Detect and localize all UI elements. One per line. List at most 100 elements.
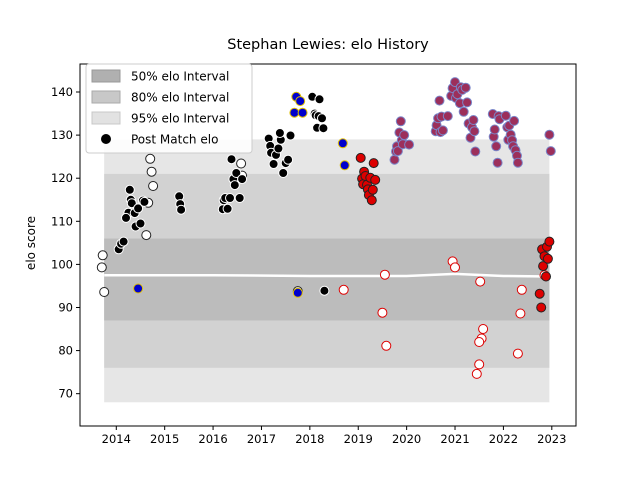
y-axis-label: elo score (24, 216, 38, 270)
data-point (368, 158, 379, 169)
x-tick-label: 2016 (198, 432, 227, 446)
data-point (377, 307, 388, 318)
data-point (295, 96, 306, 107)
data-point (121, 212, 131, 223)
data-point (468, 115, 479, 125)
chart-title: Stephan Lewies: elo History (227, 37, 429, 53)
data-point (99, 287, 110, 297)
data-point (500, 110, 511, 121)
legend-label-50: 50% elo Interval (131, 70, 229, 84)
data-point (148, 181, 159, 191)
data-point (96, 262, 107, 273)
data-point (404, 139, 415, 150)
data-point (268, 159, 279, 169)
data-point (542, 253, 553, 264)
data-point (314, 94, 325, 105)
data-point (516, 284, 527, 295)
data-point (146, 166, 157, 177)
data-point (133, 283, 144, 294)
data-point (544, 129, 555, 140)
y-tick-label: 130 (51, 128, 73, 142)
data-point (437, 125, 448, 136)
data-point (538, 261, 549, 272)
data-point (366, 195, 377, 206)
x-tick-label: 2014 (102, 432, 131, 446)
data-point (292, 287, 303, 298)
legend-swatch-95 (91, 111, 121, 125)
data-point (460, 82, 471, 93)
data-point (381, 340, 392, 351)
data-point (231, 168, 242, 178)
data-point (491, 141, 502, 152)
data-point (274, 128, 285, 138)
x-tick-label: 2021 (440, 432, 469, 446)
y-tick-label: 110 (51, 214, 73, 228)
data-point (237, 174, 248, 185)
data-point (126, 198, 137, 209)
data-point (442, 111, 453, 122)
data-point (133, 203, 144, 214)
x-tick-label: 2022 (489, 432, 518, 446)
data-point (319, 285, 330, 296)
x-tick-label: 2015 (150, 432, 179, 446)
data-point (97, 250, 108, 261)
data-point (536, 302, 547, 313)
data-point (355, 152, 366, 163)
data-point (226, 154, 237, 165)
data-point (297, 107, 308, 118)
x-tick-label: 2023 (537, 432, 566, 446)
data-point (458, 106, 469, 117)
x-tick-label: 2019 (344, 432, 373, 446)
data-point (222, 203, 233, 214)
data-point (338, 284, 349, 295)
median-elo-line (104, 272, 550, 278)
data-point (118, 236, 129, 247)
data-point (273, 143, 284, 154)
data-point (124, 184, 135, 195)
axes: 2014 2015 2016 2017 2018 2019 2020 2021 2022 2023… (51, 63, 577, 446)
data-point (141, 230, 152, 241)
data-point (318, 123, 329, 134)
data-point (225, 193, 235, 203)
legend: 50% elo Interval 80% elo Interval 95% el… (85, 63, 253, 154)
legend-label-95: 95% elo Interval (131, 112, 229, 126)
data-point (492, 157, 503, 168)
data-point (395, 116, 406, 127)
data-point (541, 271, 551, 282)
data-point (278, 168, 289, 178)
data-point (370, 174, 381, 185)
data-point (399, 130, 410, 141)
y-tick-label: 80 (58, 344, 73, 358)
data-point (283, 154, 294, 165)
data-point (509, 115, 520, 126)
data-point (545, 146, 556, 157)
y-tick-label: 140 (51, 85, 73, 99)
plot-area (96, 77, 556, 403)
data-point (515, 308, 526, 319)
data-point (135, 218, 146, 229)
x-tick-label: 2020 (392, 432, 421, 446)
data-point (450, 262, 460, 273)
data-point (389, 154, 400, 165)
y-tick-label: 90 (58, 300, 73, 314)
data-point (139, 196, 150, 207)
data-point (474, 359, 485, 370)
data-point (236, 158, 247, 169)
data-point (392, 146, 403, 157)
y-tick-label: 120 (51, 171, 73, 185)
data-point (469, 126, 480, 137)
data-point (367, 184, 378, 195)
data-point (478, 324, 489, 334)
data-point (470, 146, 481, 157)
data-point (512, 157, 523, 168)
legend-marker-post-match (101, 134, 111, 144)
data-point (534, 288, 545, 299)
x-tick-label: 2017 (247, 432, 276, 446)
y-tick-label: 70 (58, 387, 73, 401)
data-point (289, 107, 300, 118)
data-point (317, 113, 327, 124)
data-point (434, 95, 445, 106)
data-point (489, 124, 500, 135)
legend-swatch-80 (91, 90, 121, 104)
